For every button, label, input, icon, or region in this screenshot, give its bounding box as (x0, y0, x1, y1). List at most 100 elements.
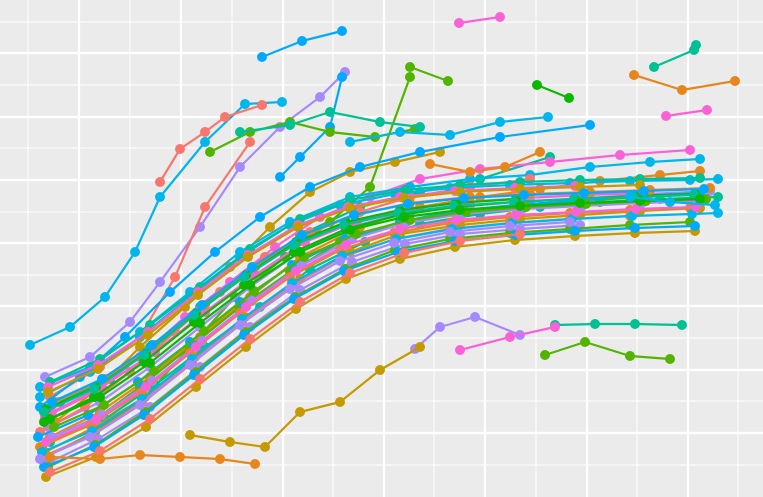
data-point (285, 284, 295, 294)
data-point (195, 318, 205, 328)
data-point (200, 202, 210, 212)
data-point (585, 162, 595, 172)
data-point (425, 159, 435, 169)
data-point (395, 224, 405, 234)
data-point (277, 97, 287, 107)
data-point (345, 268, 355, 278)
data-point (35, 392, 45, 402)
data-point (205, 147, 215, 157)
data-point (355, 162, 365, 172)
data-point (225, 437, 235, 447)
series-3 (649, 40, 701, 72)
series-44 (47, 184, 709, 407)
data-point (47, 397, 57, 407)
data-point (677, 85, 687, 95)
series-47 (550, 319, 687, 330)
data-point (445, 227, 455, 237)
data-point (649, 62, 659, 72)
data-point (257, 52, 267, 62)
data-point (685, 175, 695, 185)
data-point (713, 174, 723, 184)
data-point (455, 236, 465, 246)
data-point (345, 137, 355, 147)
data-point (451, 215, 461, 225)
data-point (245, 280, 255, 290)
data-point (511, 210, 521, 220)
data-point (365, 182, 375, 192)
series-51 (185, 342, 425, 452)
data-point (95, 454, 105, 464)
data-point (247, 262, 257, 272)
series-line (543, 340, 672, 361)
data-point (702, 105, 712, 115)
data-point (515, 201, 525, 211)
data-point (695, 173, 705, 183)
data-point (615, 150, 625, 160)
series-line (535, 83, 571, 100)
data-point (235, 320, 245, 330)
series-layer (25, 12, 740, 482)
series-53 (625, 192, 720, 210)
data-point (285, 120, 295, 130)
data-point (185, 360, 195, 370)
series-line (428, 150, 542, 174)
data-point (677, 320, 687, 330)
data-point (415, 147, 425, 157)
data-point (699, 184, 709, 194)
data-point (35, 382, 45, 392)
data-point (543, 112, 553, 122)
data-point (625, 351, 635, 361)
data-point (337, 26, 347, 36)
series-58 (345, 112, 553, 147)
data-point (389, 238, 399, 248)
data-point (500, 162, 510, 172)
data-point (85, 432, 95, 442)
series-line (46, 183, 642, 394)
data-point (240, 99, 250, 109)
data-point (39, 407, 49, 417)
data-point (545, 157, 555, 167)
data-point (297, 230, 307, 240)
data-point (130, 247, 140, 257)
data-point (245, 137, 255, 147)
data-point (532, 80, 542, 90)
data-point (43, 387, 53, 397)
series-8 (25, 97, 287, 350)
data-point (125, 317, 135, 327)
data-point (590, 319, 600, 329)
data-point (445, 130, 455, 140)
data-point (243, 252, 253, 262)
data-point (197, 300, 207, 310)
series-line (408, 65, 450, 83)
data-point (291, 266, 301, 276)
data-point (399, 212, 409, 222)
data-point (35, 454, 45, 464)
series-50 (455, 322, 560, 355)
data-point (375, 365, 385, 375)
data-point (695, 154, 705, 164)
data-point (170, 272, 180, 282)
data-point (495, 117, 505, 127)
data-point (713, 192, 723, 202)
data-point (571, 207, 581, 217)
data-point (495, 132, 505, 142)
data-point (143, 330, 153, 340)
data-point (400, 185, 410, 195)
data-point (215, 454, 225, 464)
data-point (33, 432, 43, 442)
data-point (235, 127, 245, 137)
data-point (220, 112, 230, 122)
data-point (691, 40, 701, 50)
data-point (395, 127, 405, 137)
data-point (250, 459, 260, 469)
data-point (45, 452, 55, 462)
data-point (235, 162, 245, 172)
data-point (337, 72, 347, 82)
data-point (455, 345, 465, 355)
data-point (91, 415, 101, 425)
data-point (685, 145, 695, 155)
series-5 (405, 62, 453, 86)
data-point (175, 144, 185, 154)
data-point (695, 194, 705, 204)
series-52 (45, 450, 260, 469)
